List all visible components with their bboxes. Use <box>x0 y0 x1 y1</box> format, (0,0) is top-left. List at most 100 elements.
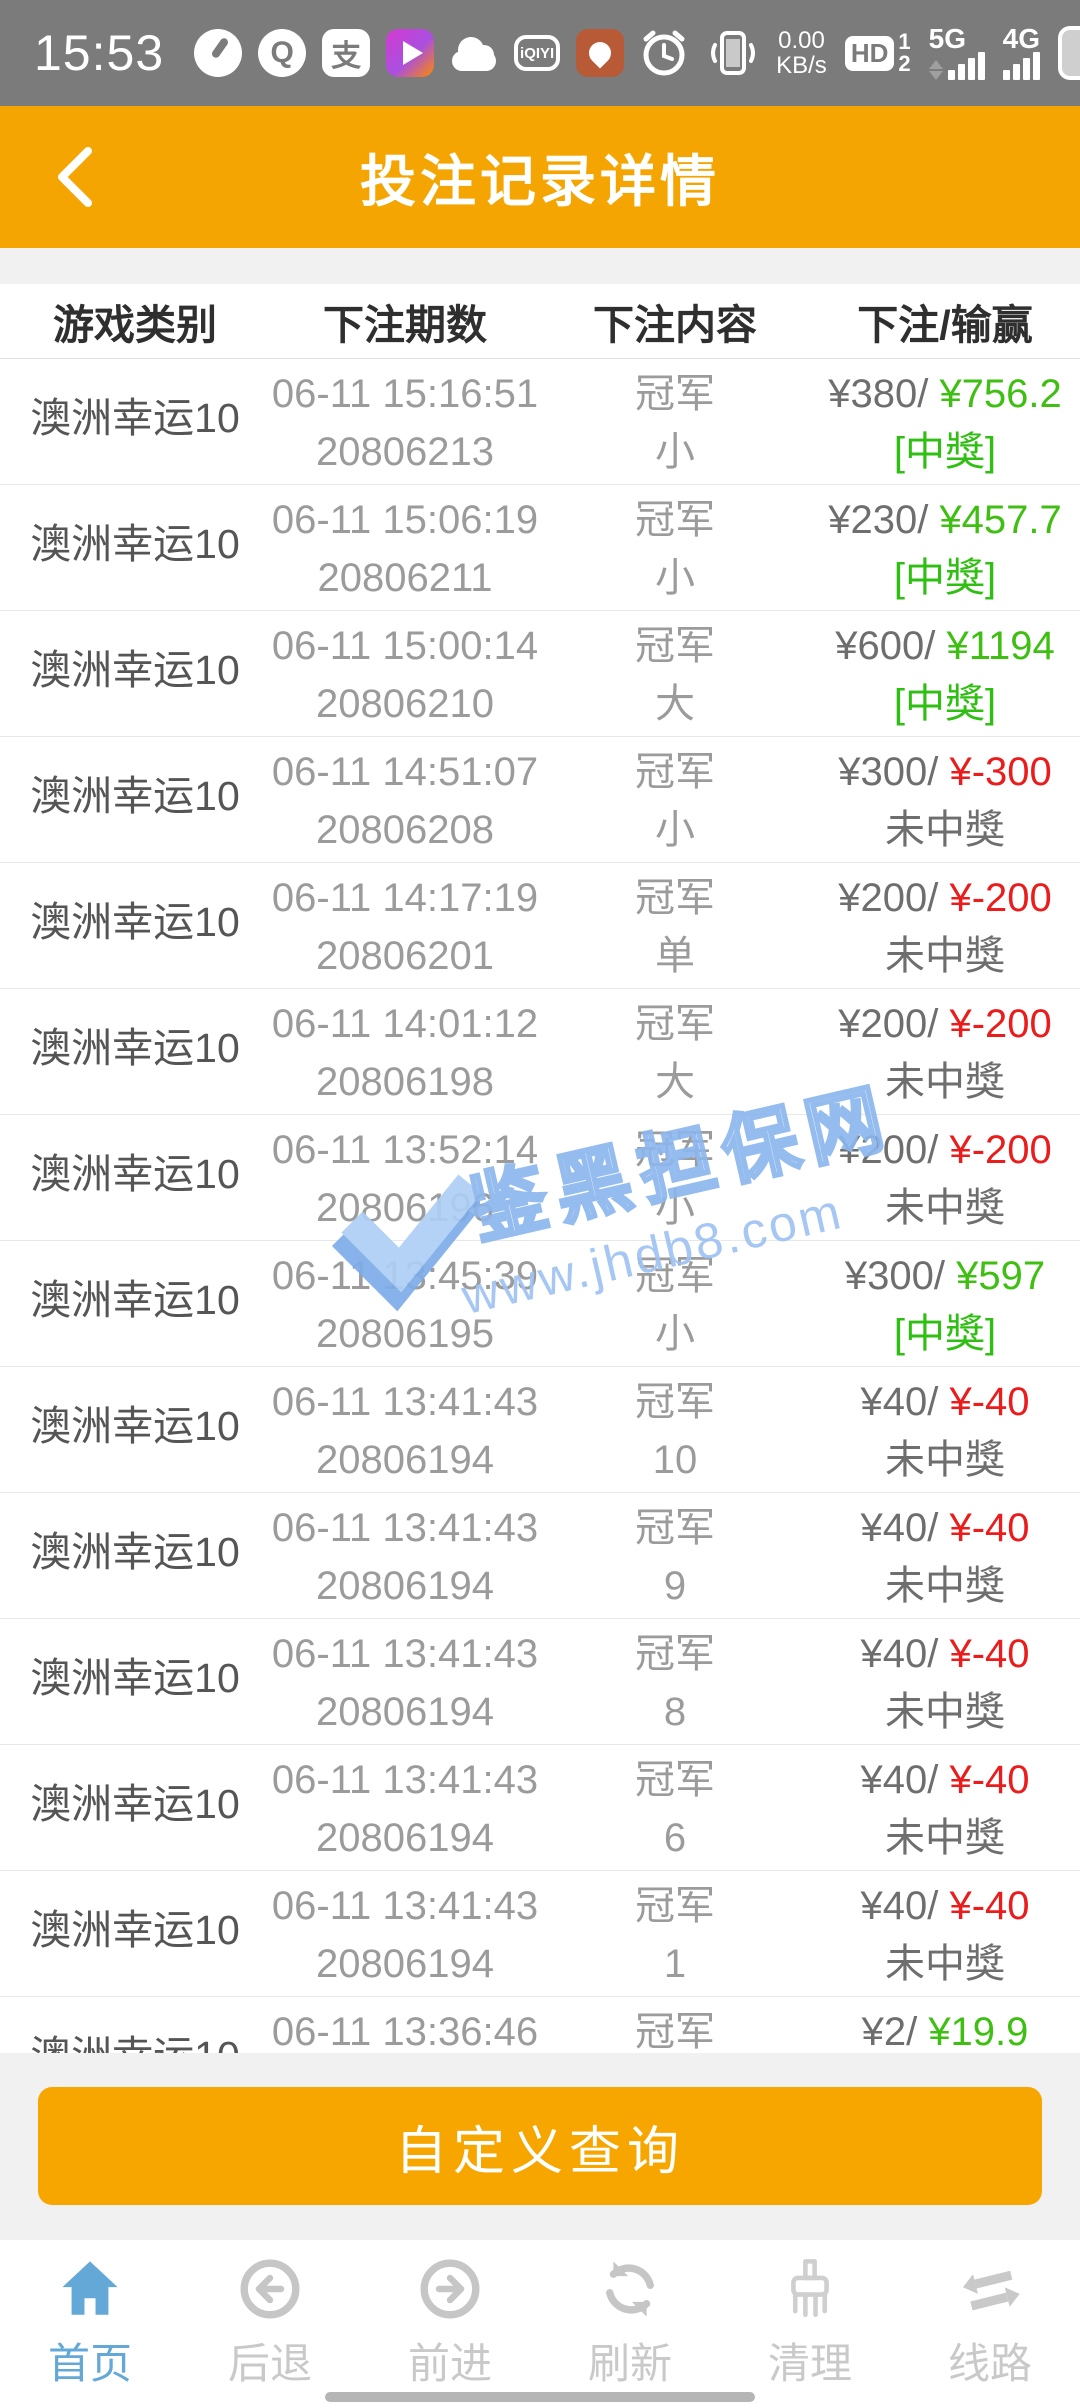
bet-amounts: ¥300/ ¥597 <box>845 1251 1045 1301</box>
win-status: 未中獎 <box>885 934 1005 978</box>
column-header-winloss: 下注/输赢 <box>857 302 1033 348</box>
bet-time: 06-11 15:16:51 <box>271 372 539 416</box>
game-name: 澳洲幸运10 <box>30 898 240 945</box>
bet-amount: ¥300/ <box>838 750 939 794</box>
table-row[interactable]: 澳洲幸运10 06-11 13:41:43 20806194 冠军 1 ¥40/… <box>0 1871 1080 1997</box>
table-row[interactable]: 澳洲幸运10 06-11 14:51:07 20806208 冠军 小 ¥300… <box>0 737 1080 863</box>
route-swap-icon <box>962 2270 1020 2311</box>
bet-time: 06-11 13:41:43 <box>271 1884 539 1928</box>
win-status: 未中獎 <box>885 1438 1005 1482</box>
bet-records-list[interactable]: 澳洲幸运10 06-11 15:16:51 20806213 冠军 小 ¥380… <box>0 359 1080 2053</box>
table-row[interactable]: 澳洲幸运10 06-11 13:41:43 20806194 冠军 9 ¥40/… <box>0 1493 1080 1619</box>
battery-indicator: 71 <box>1057 26 1080 80</box>
period-number: 20806194 <box>316 1564 494 1608</box>
cloud-app-icon <box>450 29 498 77</box>
table-row[interactable]: 澳洲幸运10 06-11 13:36:46 冠军 ¥2/ ¥19.9 <box>0 1997 1080 2053</box>
page-title: 投注记录详情 <box>360 149 720 213</box>
bet-amounts: ¥230/ ¥457.7 <box>828 495 1062 545</box>
bet-content-value: 小 <box>655 808 695 852</box>
bet-amounts: ¥40/ ¥-40 <box>860 1755 1029 1805</box>
win-status: 未中獎 <box>885 1942 1005 1986</box>
signal-4g: 4G <box>1002 25 1040 80</box>
bet-amounts: ¥200/ ¥-200 <box>838 873 1052 923</box>
nav-label: 线路 <box>947 2340 1032 2387</box>
vibrate-icon <box>711 31 756 75</box>
period-number: 20806201 <box>316 934 494 978</box>
back-button[interactable] <box>46 106 106 248</box>
table-row[interactable]: 澳洲幸运10 06-11 15:06:19 20806211 冠军 小 ¥230… <box>0 485 1080 611</box>
win-status: [中獎] <box>893 430 997 474</box>
table-row[interactable]: 澳洲幸运10 06-11 13:41:43 20806194 冠军 8 ¥40/… <box>0 1619 1080 1745</box>
period-number: 20806211 <box>317 556 493 600</box>
win-loss-amount: ¥-40 <box>949 1884 1030 1928</box>
video-app-icon <box>386 29 435 77</box>
clean-brush-icon <box>791 2259 829 2318</box>
game-name: 澳洲幸运10 <box>30 1276 240 1323</box>
nav-item-route[interactable]: 线路 <box>900 2240 1080 2408</box>
table-row[interactable]: 澳洲幸运10 06-11 15:00:14 20806210 冠军 大 ¥600… <box>0 611 1080 737</box>
bet-content-value: 10 <box>652 1438 698 1482</box>
bet-content-type: 冠军 <box>635 1002 715 1046</box>
bet-amount: ¥40/ <box>860 1632 939 1676</box>
period-number: 20806213 <box>316 430 494 474</box>
game-name: 澳洲幸运10 <box>30 1528 240 1575</box>
table-header: 游戏类别 下注期数 下注内容 下注/输赢 <box>0 284 1080 359</box>
table-row[interactable]: 澳洲幸运10 06-11 13:45:39 20806195 冠军 小 ¥300… <box>0 1241 1080 1367</box>
bet-content-type: 冠军 <box>635 1758 715 1802</box>
win-status: [中獎] <box>893 556 997 600</box>
nav-item-forward[interactable]: 前进 <box>360 2240 540 2408</box>
bet-content-value: 单 <box>655 934 695 978</box>
bet-content-value: 大 <box>655 1060 695 1104</box>
bet-amounts: ¥200/ ¥-200 <box>838 1125 1052 1175</box>
bet-content-type: 冠军 <box>635 624 715 668</box>
win-loss-amount: ¥-300 <box>949 750 1052 794</box>
home-indicator-bar[interactable] <box>325 2392 755 2402</box>
forward-circle-icon <box>420 2259 480 2319</box>
bet-time: 06-11 13:41:43 <box>271 1632 539 1676</box>
clock-time: 15:53 <box>34 25 165 81</box>
nav-item-clean[interactable]: 清理 <box>720 2240 900 2408</box>
bet-content-value: 9 <box>663 1564 687 1608</box>
bet-amount: ¥40/ <box>860 1884 939 1928</box>
nav-item-back[interactable]: 后退 <box>180 2240 360 2408</box>
bet-amounts: ¥40/ ¥-40 <box>860 1377 1029 1427</box>
bet-amount: ¥200/ <box>838 876 939 920</box>
period-number: 20806194 <box>316 1816 494 1860</box>
win-loss-amount: ¥-40 <box>949 1506 1030 1550</box>
bet-amounts: ¥40/ ¥-40 <box>860 1881 1029 1931</box>
bet-time: 06-11 14:51:07 <box>271 750 539 794</box>
iqiyi-app-icon: iQIYI <box>514 35 561 71</box>
game-name: 澳洲幸运10 <box>30 520 240 567</box>
table-row[interactable]: 澳洲幸运10 06-11 13:41:43 20806194 冠军 10 ¥40… <box>0 1367 1080 1493</box>
win-loss-amount: ¥-40 <box>949 1758 1030 1802</box>
period-number: 20806210 <box>316 682 494 726</box>
nav-label: 后退 <box>227 2340 312 2387</box>
bet-content-value: 小 <box>655 430 695 474</box>
column-header-game: 游戏类别 <box>53 302 217 348</box>
nav-item-home[interactable]: 首页 <box>0 2240 180 2408</box>
table-row[interactable]: 澳洲幸运10 06-11 13:52:14 20806196 冠军 小 ¥200… <box>0 1115 1080 1241</box>
bet-content-type: 冠军 <box>635 1632 715 1676</box>
game-name: 澳洲幸运10 <box>30 772 240 819</box>
bet-time: 06-11 14:17:19 <box>271 876 539 920</box>
bet-content-type: 冠军 <box>635 1380 715 1424</box>
table-row[interactable]: 澳洲幸运10 06-11 15:16:51 20806213 冠军 小 ¥380… <box>0 359 1080 485</box>
period-number: 20806196 <box>316 1186 494 1230</box>
bet-content-value: 小 <box>655 1312 695 1356</box>
table-row[interactable]: 澳洲幸运10 06-11 14:01:12 20806198 冠军 大 ¥200… <box>0 989 1080 1115</box>
signal-5g: 5G <box>928 25 985 80</box>
bet-amount: ¥40/ <box>860 1380 939 1424</box>
nav-item-refresh[interactable]: 刷新 <box>540 2240 720 2408</box>
gauge-app-icon <box>194 29 243 77</box>
bet-content-value: 小 <box>655 556 695 600</box>
map-app-icon <box>576 29 625 77</box>
win-loss-amount: ¥19.9 <box>928 2010 1029 2053</box>
win-loss-amount: ¥597 <box>956 1254 1046 1298</box>
win-status: 未中獎 <box>885 808 1005 852</box>
custom-query-button[interactable]: 自定义查询 <box>38 2087 1042 2205</box>
win-status: 未中獎 <box>885 1690 1005 1734</box>
table-row[interactable]: 澳洲幸运10 06-11 13:41:43 20806194 冠军 6 ¥40/… <box>0 1745 1080 1871</box>
table-row[interactable]: 澳洲幸运10 06-11 14:17:19 20806201 冠军 单 ¥200… <box>0 863 1080 989</box>
game-name: 澳洲幸运10 <box>30 1402 240 1449</box>
bet-content-type: 冠军 <box>635 372 715 416</box>
